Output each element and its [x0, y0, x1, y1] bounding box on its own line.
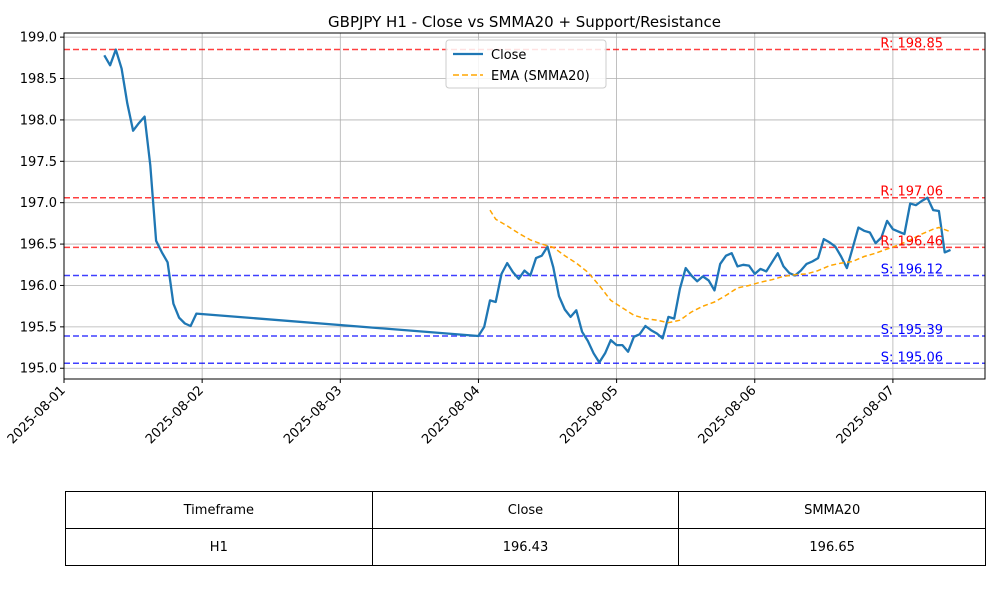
x-tick-label: 2025-08-07 [834, 383, 898, 447]
table-header-row: Timeframe Close SMMA20 [65, 491, 986, 529]
y-tick-label: 198.5 [20, 72, 57, 87]
legend: Close EMA (SMMA20) [445, 39, 607, 89]
resistance-label: R: 197.06 [880, 185, 943, 200]
y-tick-label: 196.0 [20, 279, 57, 294]
x-tick-label: 2025-08-04 [419, 383, 483, 447]
table-row: H1 196.43 196.65 [65, 528, 986, 566]
resistance-label: R: 196.46 [880, 234, 943, 249]
table-header-cell: SMMA20 [678, 491, 986, 529]
x-tick-label: 2025-08-02 [143, 383, 207, 447]
x-tick-label: 2025-08-03 [281, 383, 345, 447]
y-tick-label: 196.5 [20, 238, 57, 253]
x-tick-label: 2025-08-05 [557, 383, 621, 447]
y-tick-label: 198.0 [20, 113, 57, 128]
y-tick-label: 197.0 [20, 196, 57, 211]
series-lines [103, 48, 951, 364]
x-tick-label: 2025-08-01 [5, 383, 69, 447]
grid [63, 33, 985, 379]
level-labels: R: 198.85 R: 197.06 R: 196.46 S: 196.12 S: 1… [880, 37, 943, 366]
support-label: S: 195.39 [881, 323, 943, 338]
resistance-label: R: 198.85 [880, 37, 943, 52]
table-cell: 196.43 [371, 528, 680, 566]
table-cell: H1 [65, 528, 373, 566]
legend-label-smma20: EMA (SMMA20) [491, 69, 590, 84]
support-label: S: 195.06 [881, 350, 943, 365]
chart: GBPJPY H1 - Close vs SMMA20 + Support/Re… [5, 13, 986, 448]
support-label: S: 196.12 [881, 263, 943, 278]
summary-table: Timeframe Close SMMA20 H1 196.43 196.65 [65, 491, 986, 566]
plot-frame [63, 32, 986, 380]
series-line-smma20 [489, 209, 951, 324]
table-header-cell: Close [371, 491, 680, 529]
y-tick-label: 195.0 [20, 362, 57, 377]
x-tick-label: 2025-08-06 [696, 383, 760, 447]
series-line-close [103, 48, 951, 364]
chart-title: GBPJPY H1 - Close vs SMMA20 + Support/Re… [328, 13, 721, 31]
table-cell: 196.65 [678, 528, 986, 566]
y-tick-label: 197.5 [20, 155, 57, 170]
axis-ticks: 195.0 195.5 196.0 196.5 197.0 197.5 198.0 198.5… [5, 31, 898, 448]
legend-box [445, 39, 607, 89]
table-header-cell: Timeframe [65, 491, 373, 529]
y-tick-label: 195.5 [20, 320, 57, 335]
y-tick-label: 199.0 [20, 31, 57, 46]
legend-label-close: Close [491, 48, 526, 63]
